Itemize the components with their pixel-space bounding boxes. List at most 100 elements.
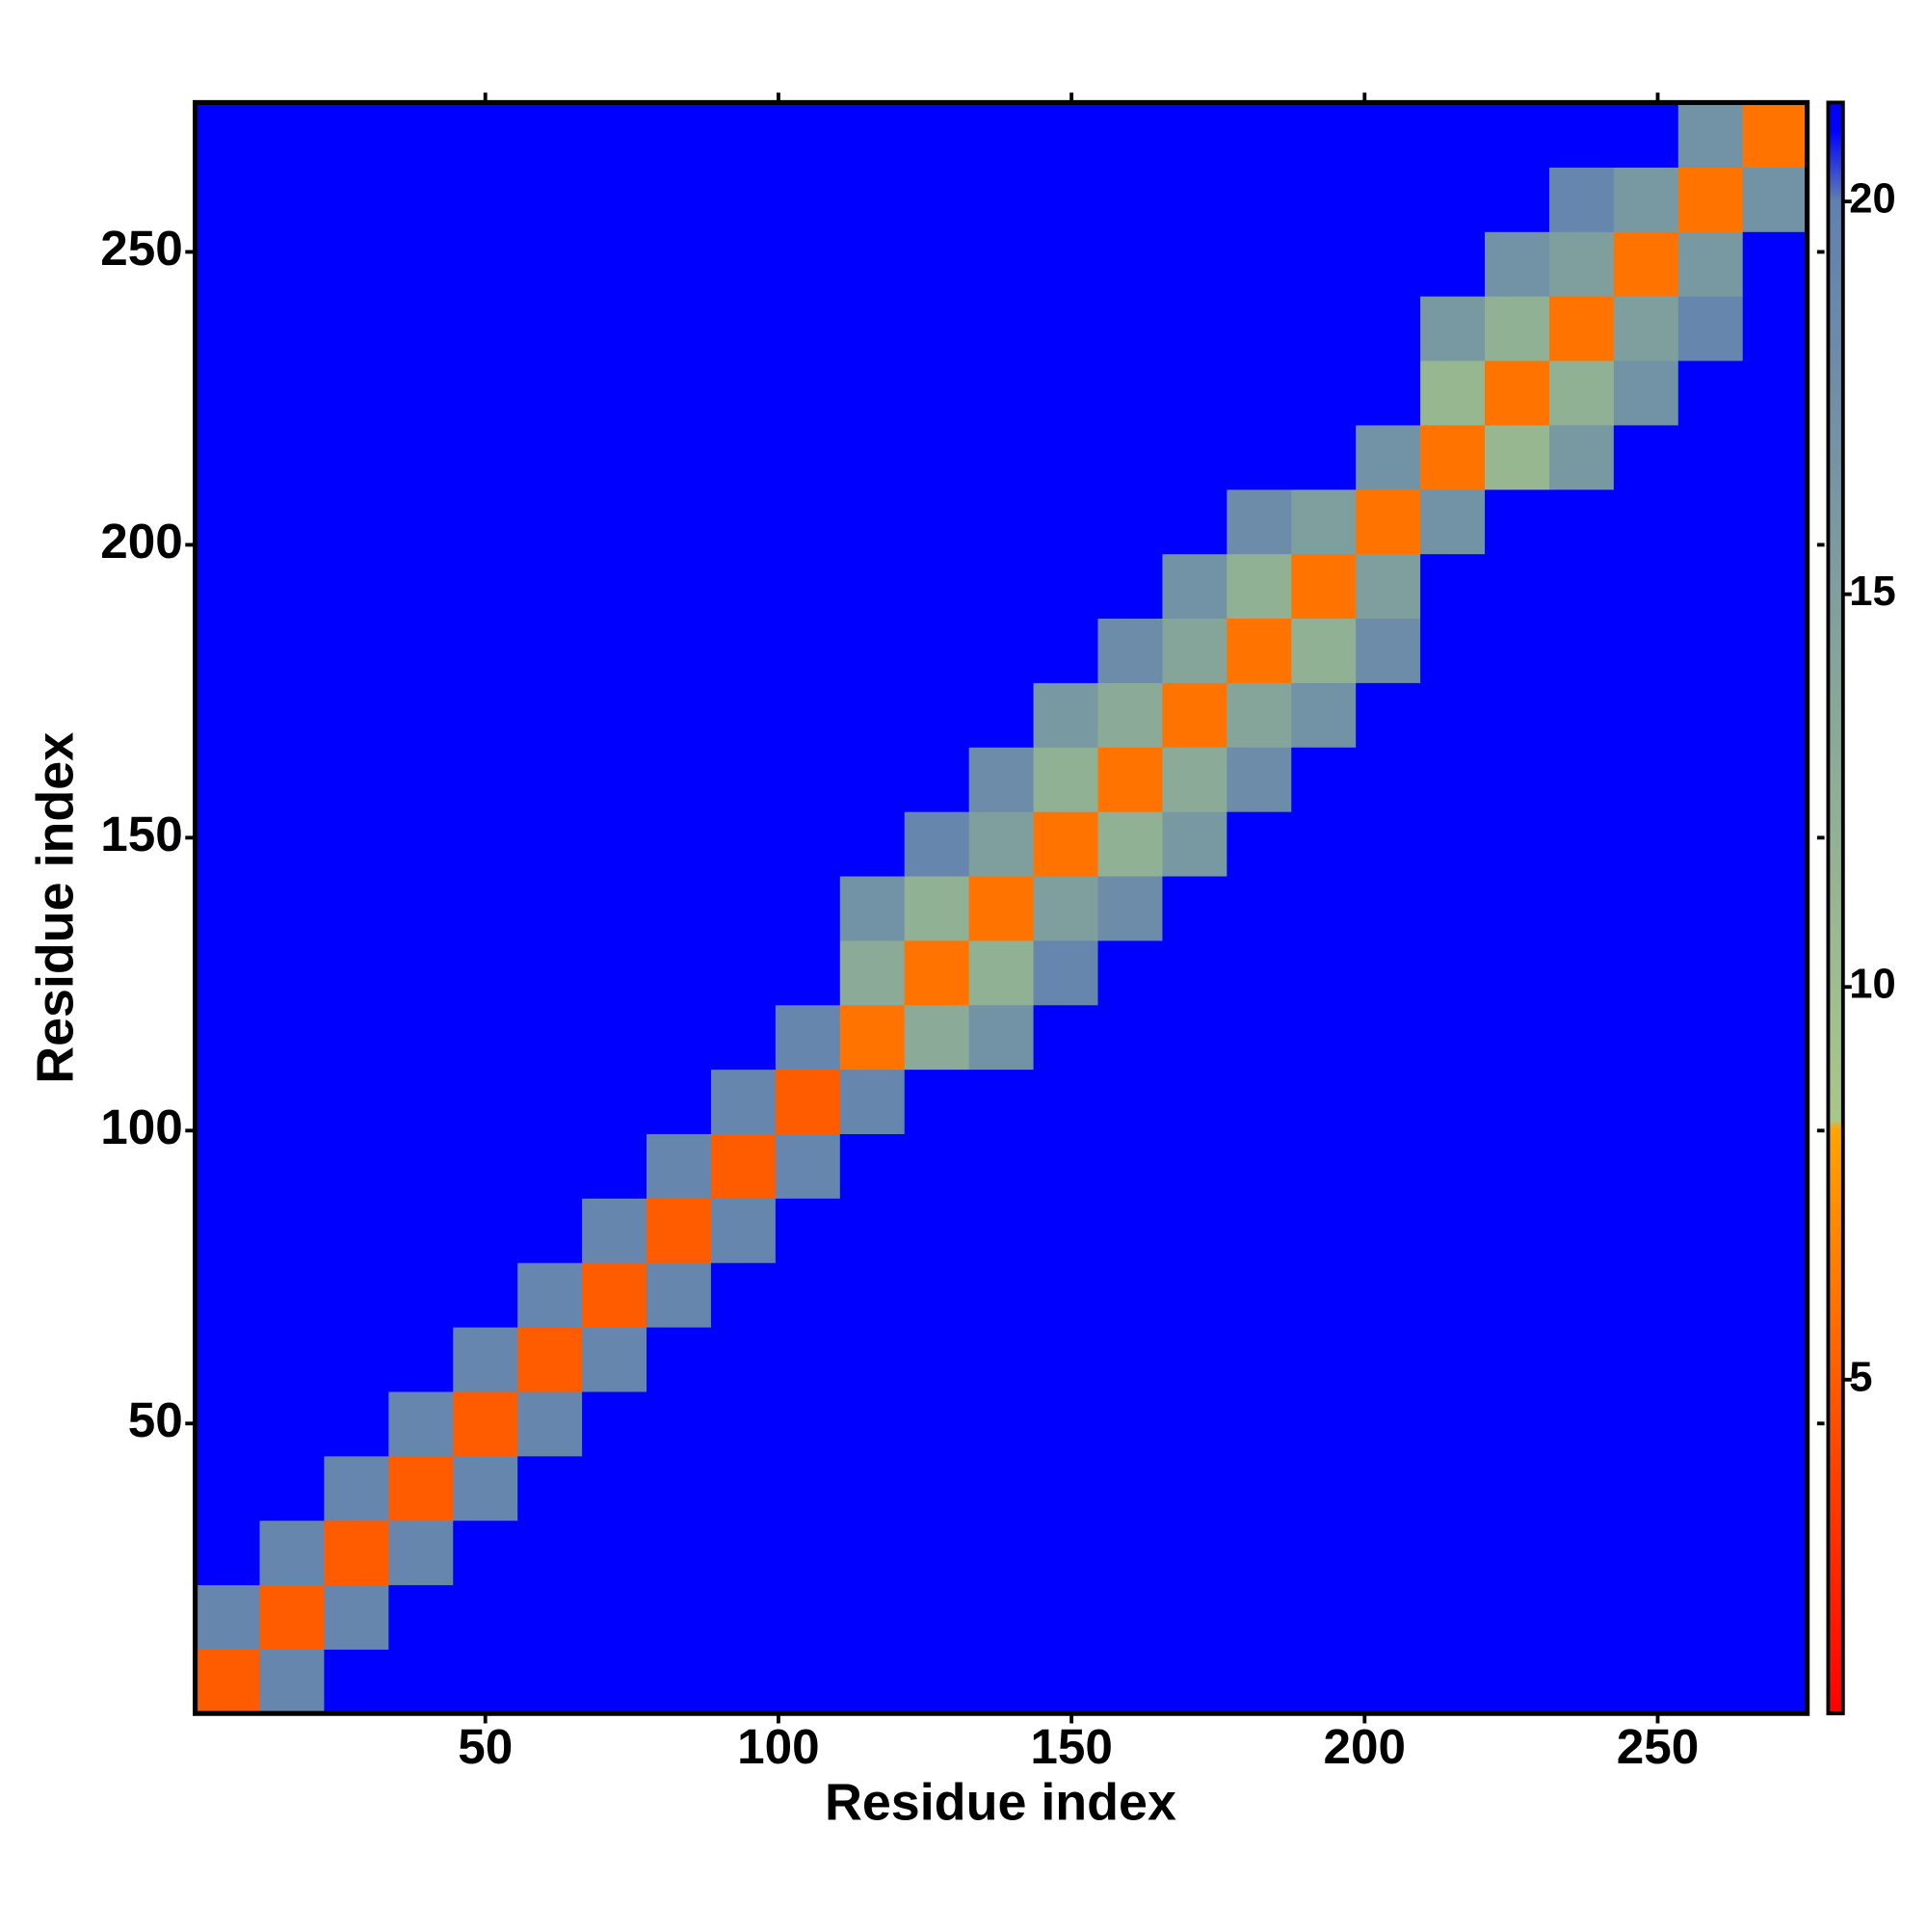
- heatmap-cell: [1677, 1455, 1744, 1522]
- heatmap-cell: [1033, 1455, 1099, 1522]
- heatmap-cell: [710, 102, 777, 168]
- heatmap-cell: [195, 1326, 261, 1392]
- heatmap-cell: [647, 296, 712, 361]
- heatmap-cell: [1291, 1004, 1357, 1071]
- heatmap-cell: [710, 940, 777, 1006]
- heatmap-cell: [453, 682, 518, 748]
- heatmap-cell: [1548, 102, 1615, 168]
- heatmap-cell: [775, 940, 841, 1006]
- heatmap-cell: [1548, 424, 1615, 490]
- heatmap-cell: [1548, 1649, 1615, 1714]
- heatmap-cell: [259, 167, 326, 232]
- heatmap-cell: [324, 747, 389, 812]
- heatmap-cell: [839, 1390, 906, 1457]
- heatmap-cell: [517, 1649, 583, 1714]
- x-axis-label: Residue index: [825, 1774, 1176, 1832]
- heatmap-cell: [1613, 747, 1679, 812]
- heatmap-cell: [388, 1520, 454, 1586]
- heatmap-cell: [1420, 1520, 1486, 1586]
- heatmap-cell: [1291, 1520, 1357, 1586]
- heatmap-cell: [1485, 1520, 1550, 1586]
- heatmap-cell: [1227, 1390, 1292, 1457]
- heatmap-cell: [904, 1455, 970, 1522]
- heatmap-cell: [710, 1262, 777, 1328]
- heatmap-cell: [1227, 682, 1292, 748]
- heatmap-cell: [1162, 359, 1227, 426]
- heatmap-cell: [1420, 1390, 1486, 1457]
- heatmap-cell: [388, 489, 454, 555]
- heatmap-cell: [1097, 553, 1164, 620]
- heatmap-cell: [1097, 1455, 1164, 1522]
- heatmap-cell: [324, 1262, 389, 1328]
- heatmap-cell: [1548, 682, 1615, 748]
- heatmap-cell: [1162, 1198, 1227, 1263]
- heatmap-cell: [195, 1133, 261, 1199]
- heatmap-cell: [839, 618, 906, 683]
- heatmap-cell: [1677, 231, 1744, 297]
- heatmap-cell: [775, 296, 841, 361]
- heatmap-cell: [1485, 553, 1550, 620]
- y-axis-label: Residue index: [27, 732, 85, 1084]
- heatmap-cell: [968, 424, 1035, 490]
- heatmap-cell: [647, 747, 712, 812]
- heatmap-cell: [582, 553, 647, 620]
- heatmap-cell: [1420, 167, 1486, 232]
- heatmap-cell: [517, 167, 583, 232]
- heatmap-cell: [904, 940, 970, 1006]
- heatmap-cell: [1548, 1004, 1615, 1071]
- heatmap-cell: [517, 875, 583, 941]
- heatmap-cell: [1613, 1069, 1679, 1134]
- heatmap-cell: [1097, 359, 1164, 426]
- heatmap-cell: [1677, 747, 1744, 812]
- heatmap-cell: [710, 424, 777, 490]
- heatmap-cell: [1548, 489, 1615, 555]
- heatmap-cell: [388, 359, 454, 426]
- heatmap-cell: [1420, 231, 1486, 297]
- heatmap-cell: [259, 1326, 326, 1392]
- heatmap-cell: [1613, 102, 1679, 168]
- heatmap-cell: [453, 1649, 518, 1714]
- heatmap-cell: [775, 747, 841, 812]
- heatmap-cell: [1420, 1584, 1486, 1650]
- heatmap-cell: [1033, 682, 1099, 748]
- heatmap-cell: [904, 618, 970, 683]
- heatmap-cell: [259, 231, 326, 297]
- heatmap-cell: [710, 553, 777, 620]
- heatmap-cell: [968, 1004, 1035, 1071]
- heatmap-cell: [259, 1390, 326, 1457]
- heatmap-cell: [1097, 102, 1164, 168]
- heatmap-cell: [324, 231, 389, 297]
- heatmap-cell: [195, 102, 261, 168]
- heatmap-cell: [1291, 296, 1357, 361]
- heatmap-cell: [775, 1520, 841, 1586]
- heatmap-cell: [904, 553, 970, 620]
- heatmap-cell: [1162, 1262, 1227, 1328]
- heatmap-cell: [968, 489, 1035, 555]
- heatmap-cell: [775, 1069, 841, 1134]
- heatmap-cell: [1548, 940, 1615, 1006]
- heatmap-cell: [775, 875, 841, 941]
- heatmap-cell: [839, 940, 906, 1006]
- heatmap-cell: [1420, 1133, 1486, 1199]
- heatmap-cell: [259, 553, 326, 620]
- heatmap-cell: [517, 682, 583, 748]
- heatmap-cell: [582, 1455, 647, 1522]
- heatmap-cell: [1613, 1198, 1679, 1263]
- heatmap-cell: [517, 489, 583, 555]
- heatmap-cell: [904, 1390, 970, 1457]
- heatmap-cell: [1033, 940, 1099, 1006]
- heatmap-cell: [1548, 231, 1615, 297]
- heatmap-cell: [1613, 682, 1679, 748]
- heatmap-cell: [453, 553, 518, 620]
- heatmap-cell: [582, 1390, 647, 1457]
- heatmap-cell: [582, 296, 647, 361]
- heatmap-cell: [1420, 1198, 1486, 1263]
- heatmap-cell: [968, 359, 1035, 426]
- heatmap-cell: [775, 489, 841, 555]
- heatmap-cell: [839, 296, 906, 361]
- heatmap-cell: [517, 1262, 583, 1328]
- heatmap-cell: [1677, 1326, 1744, 1392]
- heatmap-cell: [1742, 682, 1808, 748]
- heatmap-cell: [582, 231, 647, 297]
- heatmap-cell: [839, 167, 906, 232]
